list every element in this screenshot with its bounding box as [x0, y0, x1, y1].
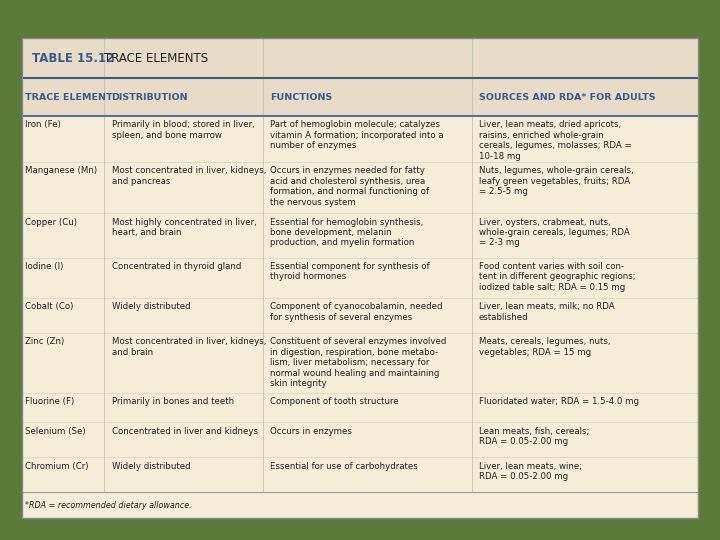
- Text: Liver, oysters, crabmeat, nuts,
whole-grain cereals, legumes; RDA
= 2-3 mg: Liver, oysters, crabmeat, nuts, whole-gr…: [479, 218, 629, 247]
- Text: Component of cyanocobalamin, needed
for synthesis of several enzymes: Component of cyanocobalamin, needed for …: [270, 302, 443, 322]
- Text: Chromium (Cr): Chromium (Cr): [25, 462, 89, 471]
- Text: SOURCES AND RDA* FOR ADULTS: SOURCES AND RDA* FOR ADULTS: [479, 93, 655, 102]
- Text: Concentrated in thyroid gland: Concentrated in thyroid gland: [112, 262, 241, 271]
- Text: Fluorine (F): Fluorine (F): [25, 397, 74, 406]
- Text: Nuts, legumes, whole-grain cereals,
leafy green vegetables, fruits; RDA
= 2.5-5 : Nuts, legumes, whole-grain cereals, leaf…: [479, 166, 634, 196]
- Text: Lean meats, fish, cereals;
RDA = 0.05-2.00 mg: Lean meats, fish, cereals; RDA = 0.05-2.…: [479, 427, 589, 446]
- Text: FUNCTIONS: FUNCTIONS: [270, 93, 332, 102]
- Text: Essential for use of carbohydrates: Essential for use of carbohydrates: [270, 462, 418, 471]
- Text: Essential for hemoglobin synthesis,
bone development, melanin
production, and my: Essential for hemoglobin synthesis, bone…: [270, 218, 423, 247]
- Text: Copper (Cu): Copper (Cu): [25, 218, 77, 227]
- Text: Most concentrated in liver, kidneys,
and brain: Most concentrated in liver, kidneys, and…: [112, 338, 266, 357]
- Text: Liver, lean meats, wine;
RDA = 0.05-2.00 mg: Liver, lean meats, wine; RDA = 0.05-2.00…: [479, 462, 582, 481]
- Text: TRACE ELEMENTS: TRACE ELEMENTS: [104, 51, 209, 65]
- Text: TRACE ELEMENT: TRACE ELEMENT: [25, 93, 113, 102]
- Text: TABLE 15.12: TABLE 15.12: [32, 51, 114, 65]
- Text: Meats, cereals, legumes, nuts,
vegetables; RDA = 15 mg: Meats, cereals, legumes, nuts, vegetable…: [479, 338, 611, 357]
- FancyBboxPatch shape: [22, 38, 698, 518]
- Text: Component of tooth structure: Component of tooth structure: [270, 397, 399, 406]
- Text: Liver, lean meats, dried apricots,
raisins, enriched whole-grain
cereals, legume: Liver, lean meats, dried apricots, raisi…: [479, 120, 631, 160]
- Text: Primarily in blood; stored in liver,
spleen, and bone marrow: Primarily in blood; stored in liver, spl…: [112, 120, 254, 140]
- Text: Selenium (Se): Selenium (Se): [25, 427, 86, 436]
- Text: Manganese (Mn): Manganese (Mn): [25, 166, 97, 176]
- Text: Food content varies with soil con-
tent in different geographic regions;
iodized: Food content varies with soil con- tent …: [479, 262, 636, 292]
- Text: Cobalt (Co): Cobalt (Co): [25, 302, 73, 312]
- Text: Essential component for synthesis of
thyroid hormones: Essential component for synthesis of thy…: [270, 262, 430, 281]
- Text: Constituent of several enzymes involved
in digestion, respiration, bone metabo-
: Constituent of several enzymes involved …: [270, 338, 446, 388]
- Text: Liver, lean meats, milk; no RDA
established: Liver, lean meats, milk; no RDA establis…: [479, 302, 614, 322]
- Text: DISTRIBUTION: DISTRIBUTION: [112, 93, 188, 102]
- Text: Concentrated in liver and kidneys: Concentrated in liver and kidneys: [112, 427, 258, 436]
- Text: Occurs in enzymes: Occurs in enzymes: [270, 427, 352, 436]
- FancyBboxPatch shape: [22, 78, 698, 116]
- Text: Most highly concentrated in liver,
heart, and brain: Most highly concentrated in liver, heart…: [112, 218, 256, 237]
- Text: Iron (Fe): Iron (Fe): [25, 120, 61, 130]
- Text: Widely distributed: Widely distributed: [112, 462, 190, 471]
- Text: Most concentrated in liver, kidneys,
and pancreas: Most concentrated in liver, kidneys, and…: [112, 166, 266, 186]
- FancyBboxPatch shape: [22, 38, 698, 78]
- Text: Occurs in enzymes needed for fatty
acid and cholesterol synthesis, urea
formatio: Occurs in enzymes needed for fatty acid …: [270, 166, 429, 206]
- Text: Fluoridated water; RDA = 1.5-4.0 mg: Fluoridated water; RDA = 1.5-4.0 mg: [479, 397, 639, 406]
- Text: Widely distributed: Widely distributed: [112, 302, 190, 312]
- Text: Iodine (I): Iodine (I): [25, 262, 63, 271]
- Text: Part of hemoglobin molecule; catalyzes
vitamin A formation; incorporated into a
: Part of hemoglobin molecule; catalyzes v…: [270, 120, 444, 150]
- Text: Zinc (Zn): Zinc (Zn): [25, 338, 65, 347]
- Text: Primarily in bones and teeth: Primarily in bones and teeth: [112, 397, 234, 406]
- Text: *RDA = recommended dietary allowance.: *RDA = recommended dietary allowance.: [25, 502, 192, 510]
